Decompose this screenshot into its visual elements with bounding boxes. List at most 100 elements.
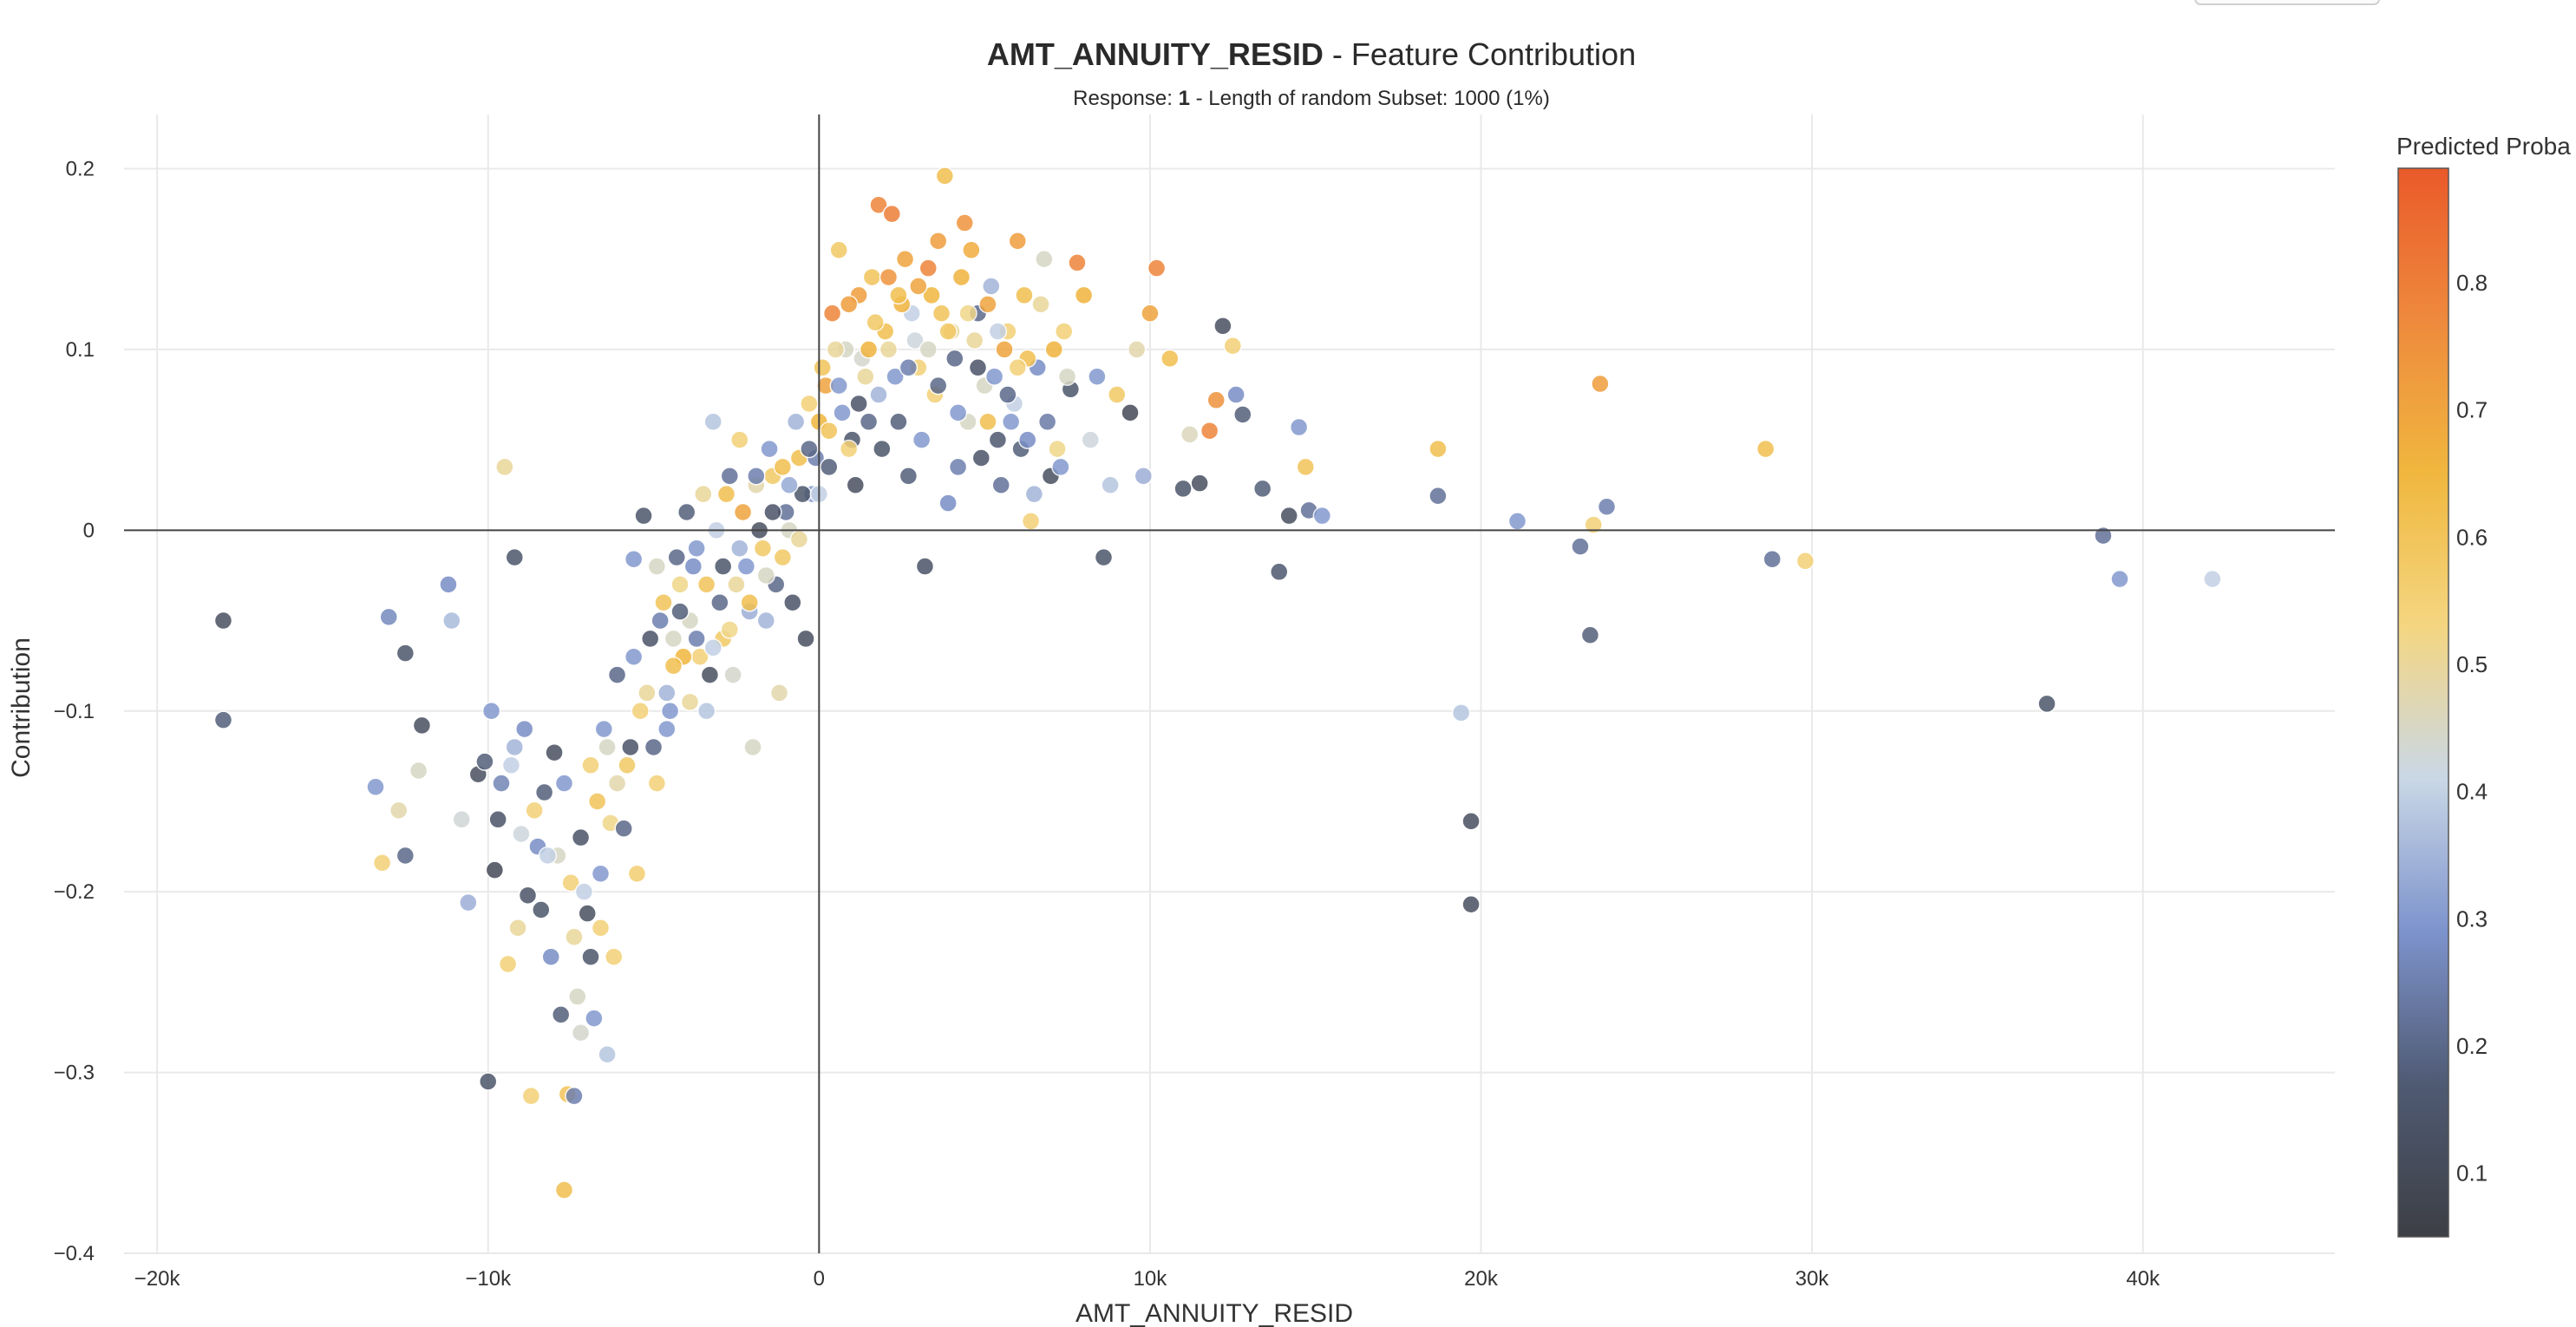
scatter-point[interactable] <box>951 267 971 287</box>
scatter-point[interactable] <box>2037 694 2056 714</box>
scatter-point[interactable] <box>988 430 1008 449</box>
scatter-point[interactable] <box>442 611 461 631</box>
scatter-point[interactable] <box>495 457 514 477</box>
scatter-point[interactable] <box>647 557 667 576</box>
scatter-point[interactable] <box>439 575 458 594</box>
scatter-point[interactable] <box>512 824 531 844</box>
scatter-point[interactable] <box>869 195 888 214</box>
scatter-point[interactable] <box>786 412 806 432</box>
scatter-point[interactable] <box>1289 417 1309 437</box>
scatter-point[interactable] <box>869 385 888 404</box>
scatter-point[interactable] <box>396 644 415 663</box>
scatter-point[interactable] <box>1134 467 1154 486</box>
scatter-point[interactable] <box>604 947 624 966</box>
scatter-point[interactable] <box>1001 412 1021 432</box>
scatter-point[interactable] <box>730 430 749 449</box>
scatter-point[interactable] <box>561 873 580 892</box>
scatter-point[interactable] <box>452 810 471 829</box>
scatter-point[interactable] <box>800 394 819 414</box>
scatter-point[interactable] <box>1008 358 1028 377</box>
scatter-point[interactable] <box>372 853 392 873</box>
scatter-point[interactable] <box>789 530 809 549</box>
scatter-point[interactable] <box>631 702 651 721</box>
scatter-point[interactable] <box>839 439 859 459</box>
scatter-point[interactable] <box>587 792 607 811</box>
scatter-point[interactable] <box>1121 403 1140 422</box>
scatter-point[interactable] <box>747 467 766 486</box>
scatter-point[interactable] <box>640 629 660 649</box>
scatter-point[interactable] <box>647 774 667 793</box>
scatter-point[interactable] <box>1057 367 1077 386</box>
scatter-point[interactable] <box>756 565 776 585</box>
scatter-point[interactable] <box>906 330 925 350</box>
scatter-point[interactable] <box>833 403 852 422</box>
scatter-point[interactable] <box>1037 412 1057 432</box>
scatter-point[interactable] <box>723 665 742 684</box>
scatter-point[interactable] <box>1755 439 1775 459</box>
scatter-point[interactable] <box>912 430 932 449</box>
scatter-point[interactable] <box>670 575 690 594</box>
scatter-point[interactable] <box>541 947 560 966</box>
scatter-point[interactable] <box>396 846 415 866</box>
scatter-point[interactable] <box>459 892 478 912</box>
scatter-point[interactable] <box>574 882 594 901</box>
scatter-point[interactable] <box>581 755 600 775</box>
scatter-point[interactable] <box>1024 484 1044 504</box>
scatter-point[interactable] <box>760 439 779 459</box>
scatter-point[interactable] <box>971 448 991 467</box>
scatter-point[interactable] <box>624 549 644 569</box>
scatter-point[interactable] <box>988 322 1008 341</box>
scatter-point[interactable] <box>565 1086 584 1106</box>
scatter-point[interactable] <box>1141 304 1160 324</box>
scatter-point[interactable] <box>1147 258 1167 278</box>
scatter-point[interactable] <box>379 607 399 627</box>
scatter-point[interactable] <box>568 987 587 1006</box>
scatter-point[interactable] <box>598 1044 617 1064</box>
scatter-point[interactable] <box>664 629 683 649</box>
scatter-point[interactable] <box>1161 349 1180 369</box>
scatter-point[interactable] <box>538 846 558 866</box>
scatter-point[interactable] <box>505 737 525 757</box>
scatter-point[interactable] <box>859 412 879 432</box>
scatter-point[interactable] <box>687 539 706 558</box>
scatter-point[interactable] <box>998 385 1017 404</box>
scatter-point[interactable] <box>1571 537 1590 556</box>
scatter-point[interactable] <box>518 886 538 905</box>
scatter-point[interactable] <box>1190 474 1209 493</box>
scatter-point[interactable] <box>820 457 839 477</box>
scatter-point[interactable] <box>756 611 776 631</box>
scatter-point[interactable] <box>727 575 746 594</box>
scatter-point[interactable] <box>594 719 614 739</box>
scatter-point[interactable] <box>389 801 409 820</box>
scatter-point[interactable] <box>1015 285 1034 305</box>
scatter-point[interactable] <box>962 240 981 260</box>
scatter-point[interactable] <box>532 900 551 919</box>
scatter-point[interactable] <box>1591 374 1610 394</box>
scatter-point[interactable] <box>733 502 753 522</box>
scatter-point[interactable] <box>1213 317 1232 336</box>
scatter-point[interactable] <box>618 755 637 775</box>
scatter-point[interactable] <box>769 683 789 703</box>
scatter-point[interactable] <box>716 484 736 504</box>
scatter-point[interactable] <box>862 267 882 287</box>
scatter-point[interactable] <box>839 295 859 314</box>
scatter-point[interactable] <box>412 716 432 735</box>
scatter-point[interactable] <box>2203 569 2222 589</box>
scatter-point[interactable] <box>1461 812 1481 831</box>
scatter-point[interactable] <box>534 782 554 802</box>
scatter-point[interactable] <box>1008 232 1028 251</box>
scatter-point[interactable] <box>1233 405 1252 424</box>
scatter-point[interactable] <box>720 620 740 639</box>
scatter-point[interactable] <box>598 737 617 757</box>
scatter-point[interactable] <box>624 647 644 666</box>
scatter-point[interactable] <box>736 557 756 576</box>
scatter-point[interactable] <box>660 702 680 721</box>
scatter-point[interactable] <box>984 367 1004 386</box>
scatter-point[interactable] <box>498 954 518 974</box>
scatter-point[interactable] <box>938 322 958 341</box>
scatter-point[interactable] <box>1127 340 1147 359</box>
scatter-point[interactable] <box>800 439 819 459</box>
scatter-point[interactable] <box>1252 479 1272 499</box>
scatter-point[interactable] <box>873 439 892 459</box>
scatter-point[interactable] <box>481 702 501 721</box>
